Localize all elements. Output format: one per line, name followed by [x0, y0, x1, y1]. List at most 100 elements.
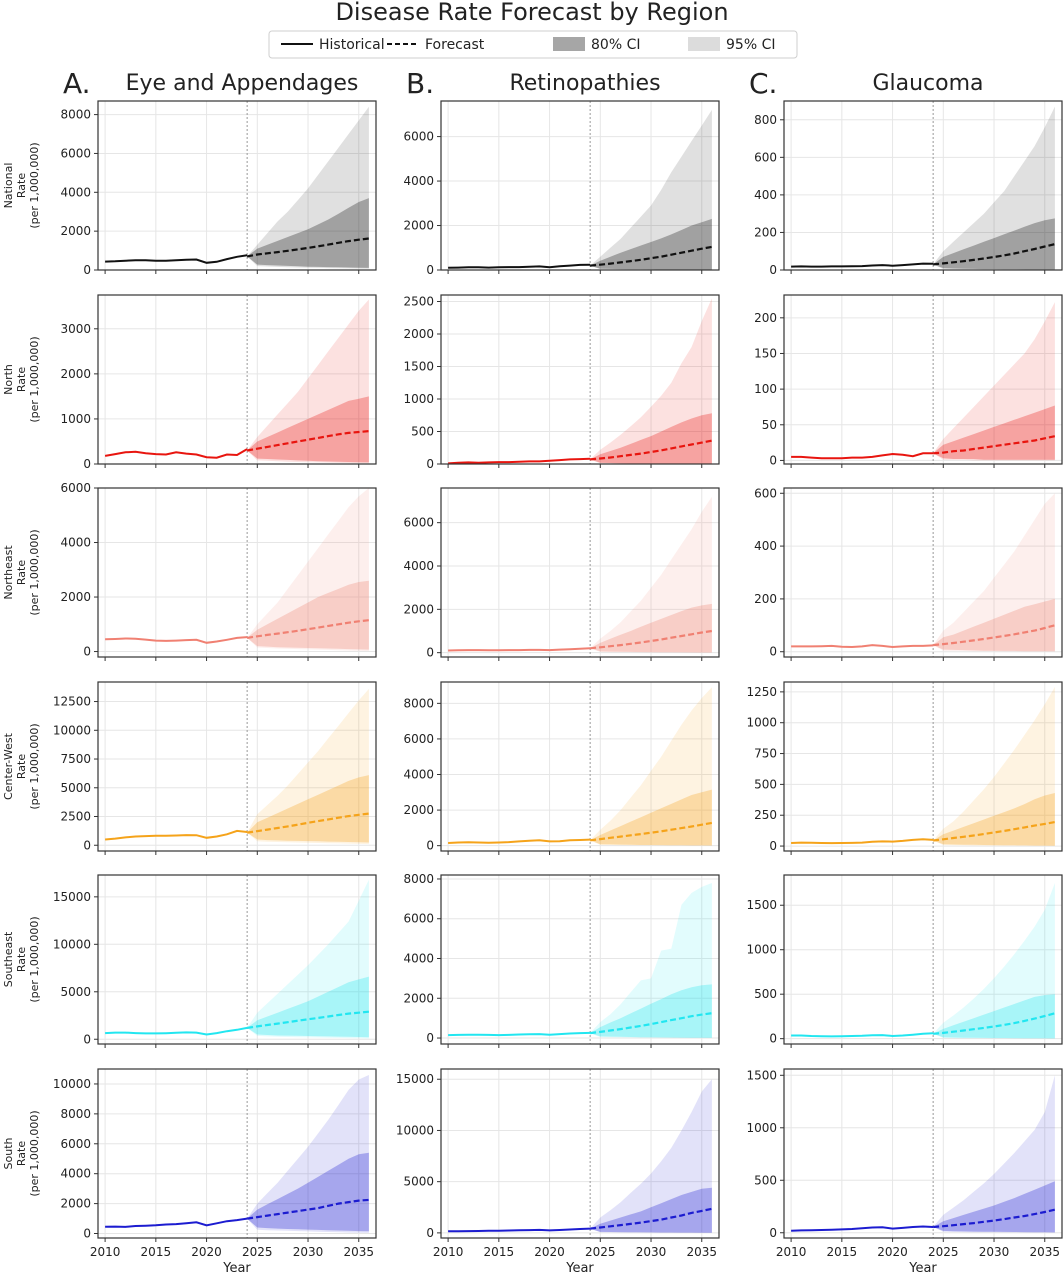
column-letter: B.: [406, 67, 434, 100]
y-tick-label: 500: [754, 777, 777, 791]
y-tick-label: 10000: [53, 1077, 91, 1091]
forecast-line: [589, 821, 713, 842]
x-tick-label: 2010: [90, 1245, 121, 1259]
y-tick-label: 2000: [403, 803, 434, 817]
y-tick-label: 1000: [60, 412, 91, 426]
x-axis-label: Year: [565, 1261, 594, 1276]
plot-area: [441, 682, 719, 851]
x-tick-label: 2015: [484, 1245, 515, 1259]
y-tick-label: 5000: [60, 985, 91, 999]
row-unit-label: (per 1,000,000): [28, 1110, 41, 1196]
y-tick-label: 2500: [403, 295, 434, 309]
panel-frame: [783, 1068, 1063, 1239]
row-rate-label: Rate: [15, 367, 28, 392]
x-tick-label: 2010: [433, 1245, 464, 1259]
y-tick-label: 8000: [60, 108, 91, 122]
x-tick-label: 2035: [1029, 1245, 1060, 1259]
plot-area: [784, 488, 1062, 657]
y-tick-label: 4000: [60, 185, 91, 199]
row-rate-label: Rate: [15, 1141, 28, 1166]
historical-line: [105, 636, 248, 644]
ci80-band: [590, 984, 712, 1038]
y-tick-label: 5000: [60, 781, 91, 795]
y-tick-label: 0: [426, 1031, 434, 1045]
forecast-line: [589, 1012, 713, 1035]
y-tick-label: 2000: [60, 224, 91, 238]
legend-label: 95% CI: [726, 37, 775, 53]
row-ylabel: Center-West Rate (per 1,000,000): [2, 723, 41, 809]
historical-line: [791, 838, 934, 845]
y-tick-label: 0: [769, 839, 777, 853]
forecast-line: [246, 1198, 369, 1220]
forecast-line: [933, 1012, 1056, 1035]
y-tick-label: 2000: [60, 1197, 91, 1211]
historical-line: [791, 262, 934, 268]
y-tick-label: 0: [426, 1226, 434, 1240]
x-tick-label: 2020: [191, 1245, 222, 1259]
panel-frame: [97, 487, 377, 658]
row-rate-label: Rate: [15, 754, 28, 779]
y-tick-label: 600: [754, 150, 777, 164]
forecast-line: [933, 1208, 1056, 1229]
y-tick-label: 4000: [60, 536, 91, 550]
forecast-line: [590, 245, 713, 267]
y-tick-label: 2000: [403, 219, 434, 233]
forecast-line: [246, 812, 370, 834]
y-tick-label: 150: [754, 346, 777, 360]
y-tick-label: 2000: [403, 602, 434, 616]
y-tick-label: 0: [83, 457, 91, 471]
y-tick-label: 5000: [403, 1175, 434, 1189]
y-tick-label: 4000: [403, 559, 434, 573]
y-tick-label: 2000: [403, 327, 434, 341]
ci95-band: [247, 688, 369, 845]
y-tick-label: 1500: [746, 898, 777, 912]
plot-area: [784, 682, 1062, 851]
y-tick-label: 0: [426, 457, 434, 471]
plot-area: [784, 295, 1062, 464]
y-tick-label: 8000: [60, 1107, 91, 1121]
x-tick-label: 2030: [979, 1245, 1010, 1259]
ci80-band: [933, 405, 1055, 460]
panel-frame: [783, 100, 1063, 271]
forecast-line: [589, 1207, 713, 1230]
y-tick-label: 400: [754, 539, 777, 553]
y-tick-label: 600: [754, 486, 777, 500]
ci95-band: [590, 109, 712, 270]
ci80-band: [247, 198, 369, 268]
forecast-line: [590, 439, 713, 461]
ci95-band: [247, 488, 369, 651]
y-tick-label: 15000: [396, 1072, 434, 1086]
y-tick-label: 8000: [403, 696, 434, 710]
row-unit-label: (per 1,000,000): [28, 142, 41, 228]
y-tick-label: 500: [411, 425, 434, 439]
column-letter: A.: [63, 67, 91, 100]
panel-frame: [97, 1068, 377, 1239]
row-rate-label: Rate: [15, 560, 28, 585]
y-tick-label: 1500: [746, 1068, 777, 1082]
y-tick-label: 0: [769, 263, 777, 277]
row-region-label: National: [2, 163, 15, 209]
ci80-band: [590, 413, 712, 464]
column-headers: A. Eye and Appendages B. Retinopathies C. Gla…: [63, 67, 984, 100]
row-ylabel: Northeast Rate (per 1,000,000): [2, 529, 41, 615]
y-tick-label: 0: [769, 453, 777, 467]
y-tick-label: 2500: [60, 810, 91, 824]
legend-label: Forecast: [425, 37, 485, 53]
y-tick-label: 4000: [60, 1167, 91, 1181]
y-tick-label: 10000: [396, 1123, 434, 1137]
plot-area: [784, 1069, 1062, 1238]
panel: 0 2000 4000 6000: [403, 100, 720, 277]
x-tick-label: 2030: [293, 1245, 324, 1259]
y-tick-label: 200: [754, 311, 777, 325]
y-tick-label: 6000: [403, 732, 434, 746]
panel-frame: [97, 100, 377, 271]
ci80-band: [247, 775, 369, 843]
x-tick-label: 2020: [534, 1245, 565, 1259]
ci95-band: [933, 883, 1055, 1039]
ci80-band: [247, 580, 369, 650]
legend-swatch-band-80: [553, 37, 585, 51]
historical-line: [448, 838, 591, 844]
ci95-band: [590, 496, 712, 653]
y-tick-label: 0: [769, 1032, 777, 1046]
y-tick-label: 1500: [403, 360, 434, 374]
